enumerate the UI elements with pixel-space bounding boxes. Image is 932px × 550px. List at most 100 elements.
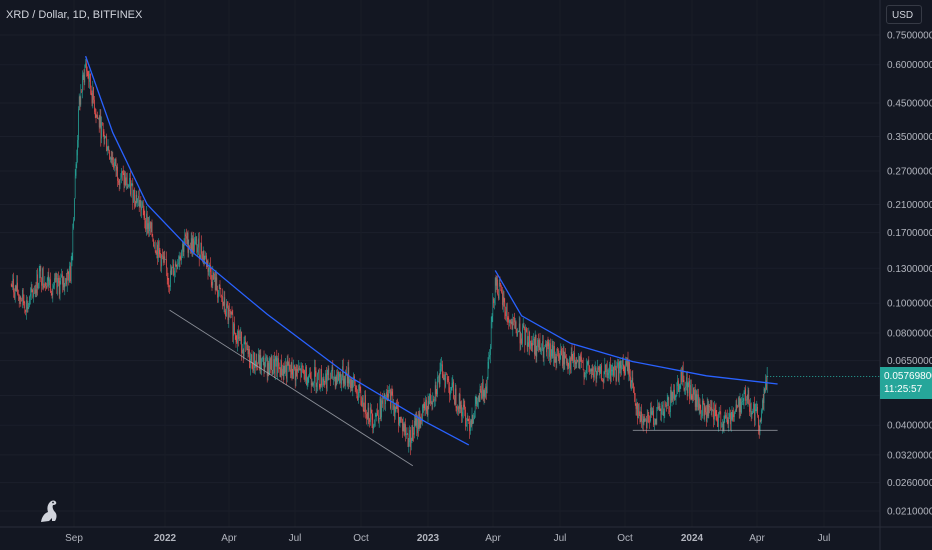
candle-body [506,307,507,317]
candle-body [550,343,551,361]
candle-body [748,390,750,404]
candle-body [369,418,370,422]
candle-body [138,195,139,199]
candle-body [602,381,604,383]
candle-body [533,338,534,341]
tradingview-logo-icon[interactable] [38,498,60,524]
candle-body [478,396,479,402]
candle-body [344,378,346,386]
bar-countdown: 11:25:57 [884,384,923,395]
candle-body [308,376,310,378]
candle-body [240,331,242,338]
candle-body [496,279,498,286]
candle-body [755,409,757,411]
candle-body [618,368,620,381]
candle-body [55,278,57,280]
candle-body [304,372,306,381]
candle-body [759,420,761,432]
candle-body [437,377,438,395]
candle-body [666,399,668,407]
candle-body [258,354,259,364]
candle-body [252,368,254,371]
candle-body [77,139,78,156]
candle-body [273,359,274,371]
candle-body [96,115,98,118]
candle-body [156,244,158,255]
candle-body [370,407,371,422]
candle-body [50,292,52,294]
candle-body [79,96,81,105]
candle-body [582,362,584,371]
candle-body [128,186,130,187]
candle-body [460,405,462,409]
candle-body [130,185,132,195]
candle-body [398,423,400,425]
candle-body [615,369,617,381]
candle-body [526,331,528,347]
candle-body [744,388,746,393]
candle-body [330,378,331,380]
candle-body [378,415,379,422]
candle-body [658,405,660,409]
candle-body [184,234,186,245]
candle-body [604,364,606,372]
candle-body [176,266,178,270]
candle-body [508,319,510,323]
candle-body [765,380,766,392]
candle-body [514,317,515,322]
candle-body [22,290,24,301]
candle-body [75,164,77,176]
candle-body [505,311,506,317]
candle-body [230,311,232,315]
candle-body [648,415,650,421]
candle-body [498,293,499,299]
candle-body [457,406,458,410]
candle-body [456,407,458,410]
candles [10,57,768,456]
candle-body [138,195,140,207]
candle-body [522,327,523,344]
candle-body [550,356,552,361]
candle-body [155,251,157,255]
candle-body [143,208,145,218]
candle-body [495,278,497,286]
candle-body [668,397,670,412]
candle-body [542,341,543,350]
candle-body [374,416,376,425]
candle-body [275,357,277,362]
candle-body [18,293,19,296]
candle-body [596,374,598,379]
time-tick-label: Sep [65,533,83,544]
candle-body [180,258,182,260]
candle-body [581,357,582,362]
candle-body [254,352,255,369]
candle-body [634,392,635,396]
candle-body [443,378,445,380]
candle-body [650,407,651,422]
candle-body [257,362,258,364]
candle-body [654,418,656,424]
candle-body [407,433,409,447]
candle-body [600,365,602,368]
candle-body [87,71,89,78]
candle-body [62,277,64,285]
candle-body [243,342,245,357]
candle-body [292,374,294,379]
candle-body [46,280,48,289]
candle-body [86,63,87,71]
candle-body [228,309,230,321]
candle-body [545,343,546,347]
candle-body [514,321,516,323]
candle-body [716,416,718,418]
candle-body [398,408,399,425]
candle-body [497,279,498,294]
candle-body [192,238,194,253]
candle-body [116,166,118,171]
candle-body [224,297,226,311]
currency-button[interactable]: USD [886,5,922,24]
candle-body [391,391,393,395]
candle-body [750,403,751,412]
time-axis[interactable]: Sep 2022 Apr Jul Oct 2023 Apr Jul Oct 2024 Apr Jul [0,526,932,544]
